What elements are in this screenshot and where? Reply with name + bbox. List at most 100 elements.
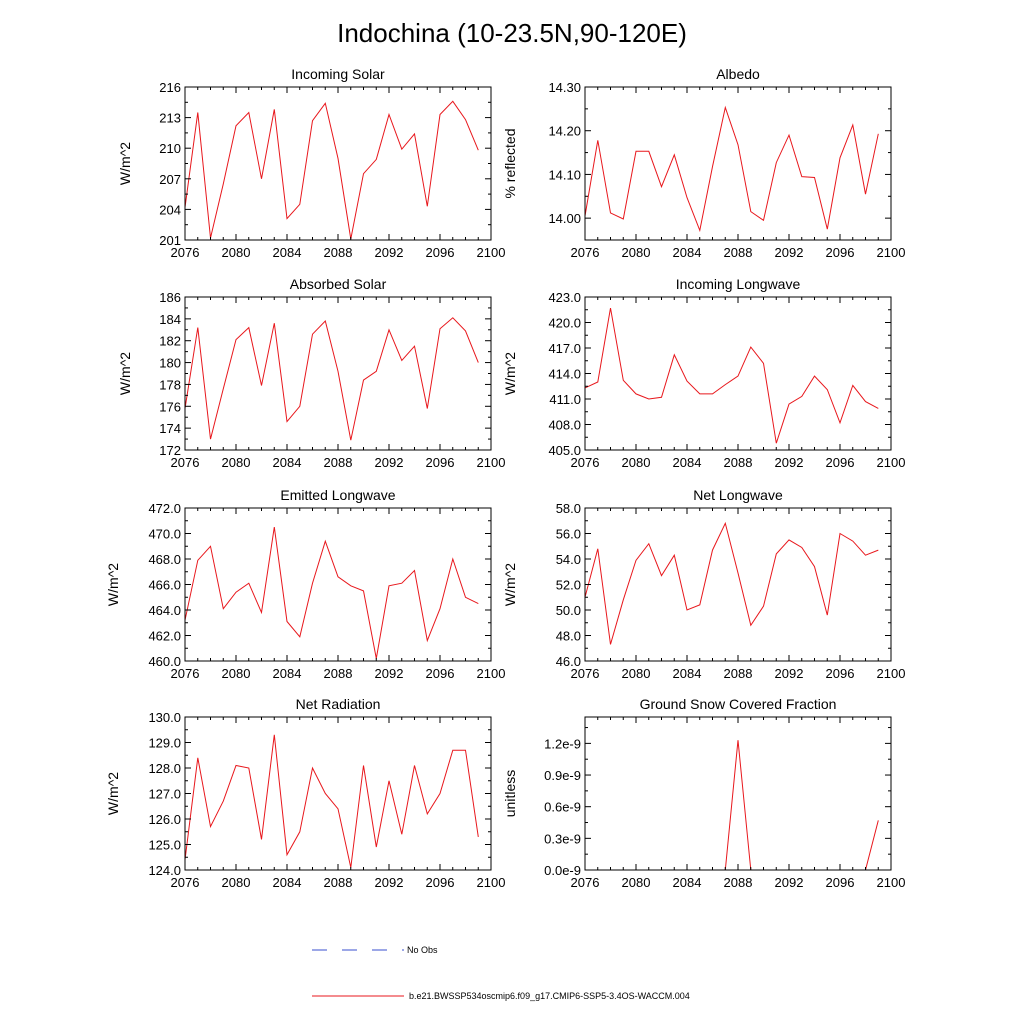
- chart-2-ytick-label: 14.10: [548, 167, 581, 182]
- chart-3-xtick-label: 2084: [273, 455, 302, 470]
- chart-7-xtick-label: 2092: [375, 875, 404, 890]
- chart-4-xtick-label: 2076: [571, 455, 600, 470]
- chart-5-ytick-label: 472.0: [148, 501, 181, 516]
- chart-5-ytick-label: 462.0: [148, 629, 181, 644]
- chart-1-xtick-label: 2084: [273, 245, 302, 260]
- chart-3-xtick-label: 2088: [324, 455, 353, 470]
- chart-2-frame: [584, 86, 892, 241]
- chart-2-xtick-label: 2088: [724, 245, 753, 260]
- chart-3-title: Absorbed Solar: [290, 276, 387, 292]
- chart-2-title: Albedo: [716, 66, 760, 82]
- chart-5-ytick-label: 460.0: [148, 654, 181, 669]
- chart-6-xtick-label: 2080: [622, 666, 651, 681]
- chart-1-ytick-label: 207: [159, 172, 181, 187]
- chart-2-xtick-label: 2092: [775, 245, 804, 260]
- chart-7-ytick-label: 129.0: [148, 736, 181, 751]
- chart-1-xtick-label: 2076: [171, 245, 200, 260]
- chart-6-ytick-label: 50.0: [556, 603, 581, 618]
- chart-1-ytick-label: 201: [159, 233, 181, 248]
- chart-7-ytick-label: 130.0: [148, 710, 181, 725]
- legend-model-label: b.e21.BWSSP534oscmip6.f09_g17.CMIP6-SSP5…: [409, 991, 690, 1001]
- chart-4-ytick-label: 417.0: [548, 341, 581, 356]
- chart-5-xtick-label: 2080: [222, 666, 251, 681]
- chart-6: Net Longwave 2076 2080 2084 2088 2092 2096 2100…: [502, 487, 905, 681]
- chart-3-series-line: [184, 317, 479, 441]
- chart-3-ytick-label: 186: [159, 290, 181, 305]
- chart-3-ytick-label: 176: [159, 399, 181, 414]
- chart-1-xtick-label: 2092: [375, 245, 404, 260]
- chart-4-ytick-label: 414.0: [548, 367, 581, 382]
- chart-2-series-line: [584, 105, 879, 233]
- chart-6-ylabel: W/m^2: [502, 563, 518, 606]
- chart-6-ytick-label: 54.0: [556, 552, 581, 567]
- chart-1-series-line: [184, 100, 479, 240]
- chart-1-ytick-label: 204: [159, 202, 181, 217]
- chart-3-ytick-label: 172: [159, 443, 181, 458]
- chart-2-ytick-label: 14.30: [548, 80, 581, 95]
- chart-4-ytick-label: 408.0: [548, 418, 581, 433]
- chart-8-xtick-label: 2088: [724, 875, 753, 890]
- chart-3-xtick-label: 2076: [171, 455, 200, 470]
- chart-7-xtick-label: 2084: [273, 875, 302, 890]
- chart-4-ytick-label: 420.0: [548, 316, 581, 331]
- chart-5-ytick-label: 468.0: [148, 552, 181, 567]
- chart-7-xtick-label: 2080: [222, 875, 251, 890]
- chart-7-ytick-label: 127.0: [148, 787, 181, 802]
- chart-2-ylabel: % reflected: [502, 128, 518, 198]
- chart-5-ytick-label: 464.0: [148, 603, 181, 618]
- chart-6-ytick-label: 46.0: [556, 654, 581, 669]
- legend: No Obs b.e21.BWSSP534oscmip6.f09_g17.CMI…: [312, 945, 690, 1001]
- chart-3-xtick-label: 2100: [477, 455, 506, 470]
- chart-3-ytick-label: 174: [159, 421, 181, 436]
- chart-5-ytick-label: 466.0: [148, 578, 181, 593]
- chart-2-xtick-label: 2080: [622, 245, 651, 260]
- chart-8-ytick-label: 0.0e-9: [544, 863, 581, 878]
- chart-3-xtick-label: 2092: [375, 455, 404, 470]
- chart-5-xtick-label: 2096: [426, 666, 455, 681]
- chart-8-ylabel: unitless: [502, 770, 518, 817]
- chart-6-ytick-label: 48.0: [556, 629, 581, 644]
- chart-6-frame: [584, 507, 892, 662]
- figure-title: Indochina (10-23.5N,90-120E): [337, 18, 687, 48]
- chart-4-title: Incoming Longwave: [676, 276, 801, 292]
- chart-4-ylabel: W/m^2: [502, 352, 518, 395]
- chart-4-xtick-label: 2096: [826, 455, 855, 470]
- chart-8-xtick-label: 2096: [826, 875, 855, 890]
- chart-2-xtick-label: 2084: [673, 245, 702, 260]
- chart-1-title: Incoming Solar: [291, 66, 385, 82]
- chart-2-xtick-label: 2096: [826, 245, 855, 260]
- chart-7-xtick-label: 2096: [426, 875, 455, 890]
- chart-8-frame: [584, 716, 892, 871]
- chart-5-xtick-label: 2100: [477, 666, 506, 681]
- chart-5-ytick-label: 470.0: [148, 527, 181, 542]
- chart-6-series-line: [584, 521, 879, 645]
- chart-8-ytick-label: 0.6e-9: [544, 800, 581, 815]
- chart-2-ytick-label: 14.20: [548, 124, 581, 139]
- chart-7-xtick-label: 2088: [324, 875, 353, 890]
- chart-4-ytick-label: 423.0: [548, 290, 581, 305]
- chart-6-ytick-label: 52.0: [556, 578, 581, 593]
- chart-7-xtick-label: 2100: [477, 875, 506, 890]
- chart-6-xtick-label: 2100: [877, 666, 906, 681]
- chart-5-ylabel: W/m^2: [105, 563, 121, 606]
- chart-6-title: Net Longwave: [693, 487, 783, 503]
- chart-3-ytick-label: 182: [159, 334, 181, 349]
- chart-3-ylabel: W/m^2: [117, 352, 133, 395]
- chart-2-ytick-label: 14.00: [548, 211, 581, 226]
- chart-7-series-line: [184, 734, 479, 868]
- chart-4-xtick-label: 2088: [724, 455, 753, 470]
- legend-obs-label: No Obs: [407, 945, 438, 955]
- chart-7-ylabel: W/m^2: [105, 772, 121, 815]
- chart-7-ytick-label: 125.0: [148, 838, 181, 853]
- panels: Incoming Solar 2076 2080 2084 2088 2092 2096 21…: [105, 66, 905, 890]
- chart-6-xtick-label: 2092: [775, 666, 804, 681]
- chart-8: Ground Snow Covered Fraction 2076 2080 2084…: [502, 696, 905, 890]
- chart-6-ytick-label: 56.0: [556, 527, 581, 542]
- chart-3: Absorbed Solar 2076 2080 2084 2088 2092 2096 21…: [117, 276, 505, 470]
- chart-4-frame: [584, 296, 892, 451]
- chart-8-ytick-label: 0.3e-9: [544, 831, 581, 846]
- chart-5: Emitted Longwave 2076 2080 2084 2088 2092 2096…: [105, 487, 505, 681]
- chart-8-title: Ground Snow Covered Fraction: [640, 696, 837, 712]
- chart-6-xtick-label: 2084: [673, 666, 702, 681]
